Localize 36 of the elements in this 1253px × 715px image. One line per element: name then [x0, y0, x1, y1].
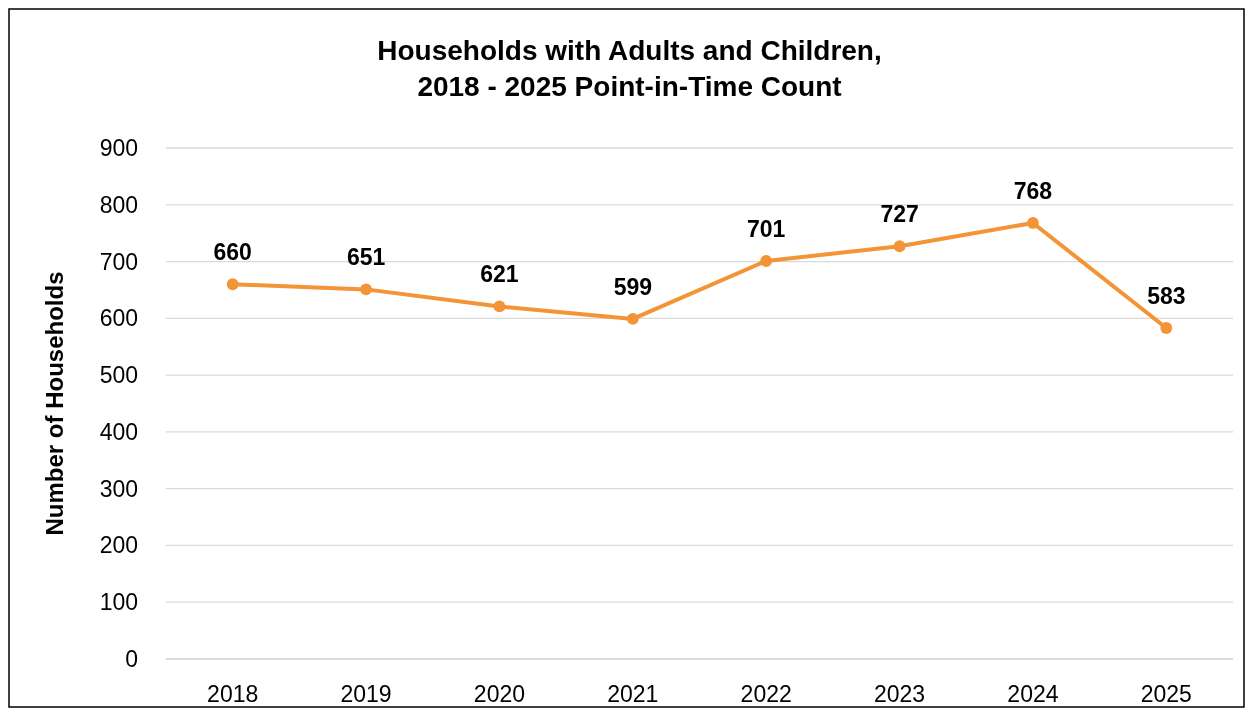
point	[493, 300, 506, 313]
y-tick-label: 600	[99, 305, 138, 332]
data-label: 599	[613, 273, 652, 300]
data-label: 621	[480, 261, 519, 288]
point	[226, 278, 239, 291]
data-label: 701	[747, 215, 786, 242]
data-label: 651	[346, 244, 386, 271]
data-label: 583	[1147, 282, 1186, 309]
point	[760, 255, 773, 267]
y-tick-label: 900	[99, 135, 138, 162]
y-tick-label: 400	[99, 418, 138, 445]
y-tick-label: 200	[99, 532, 138, 559]
y-tick-label: 800	[99, 191, 138, 218]
x-tick-label: 2024	[1007, 681, 1059, 707]
point	[1160, 322, 1173, 334]
x-tick-label: 2018	[207, 681, 259, 707]
x-tick-label: 2025	[1140, 681, 1192, 707]
data-label: 727	[880, 201, 919, 228]
x-tick-label: 2019	[340, 681, 392, 707]
y-axis-title: Number of Households	[41, 271, 68, 536]
point	[360, 283, 372, 296]
data-label: 660	[213, 239, 252, 266]
point	[893, 240, 906, 253]
x-tick-label: 2023	[873, 681, 926, 707]
chart-title: Households with Adults and Children, 2018 - 2025 Point-in-Time Count	[377, 35, 882, 102]
point	[626, 313, 639, 325]
y-tick-label: 500	[99, 362, 138, 389]
x-tick-label: 2020	[473, 681, 526, 707]
y-tick-label: 300	[99, 475, 138, 502]
x-tick-label: 2022	[740, 681, 792, 707]
y-tick-label: 0	[125, 646, 138, 673]
data-label: 768	[1013, 177, 1053, 204]
y-tick-label: 700	[99, 248, 138, 275]
x-tick-label: 2021	[607, 681, 659, 707]
point	[1027, 217, 1039, 229]
y-tick-label: 100	[99, 589, 138, 616]
